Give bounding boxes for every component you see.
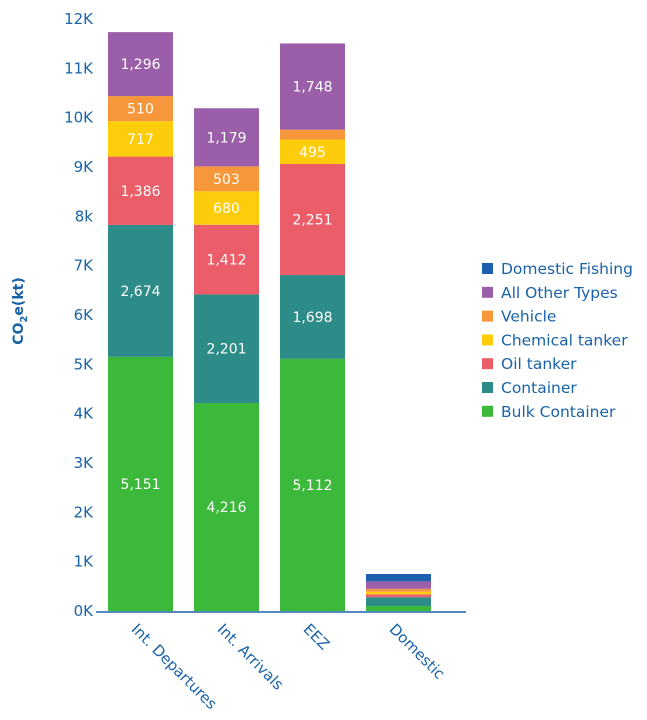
legend-label: Domestic Fishing [501, 260, 633, 278]
legend-item: Oil tanker [482, 355, 577, 373]
legend-item: Bulk Container [482, 403, 616, 421]
legend-swatch [482, 286, 493, 298]
y-tick-label: 3K [74, 454, 95, 472]
bar-segment [108, 356, 173, 611]
bar-segment [280, 358, 345, 611]
legend-label: Vehicle [501, 308, 556, 326]
bar-segment [194, 294, 259, 404]
data-label: 1,698 [292, 310, 332, 326]
legend-swatch [482, 310, 493, 322]
bar-segment [108, 32, 173, 97]
data-label: 1,179 [206, 130, 246, 146]
legend-item: Domestic Fishing [482, 260, 633, 278]
data-label: 1,748 [292, 80, 332, 96]
data-label: 1,386 [120, 184, 160, 200]
data-label: 5,112 [292, 478, 332, 494]
bar-segment [108, 156, 173, 225]
legend-item: Chemical tanker [482, 331, 628, 349]
bar-segment [280, 139, 345, 164]
data-label: 2,201 [206, 342, 246, 358]
bar-segment [366, 588, 431, 592]
bar-segment [108, 224, 173, 357]
data-label: 510 [127, 102, 154, 118]
data-label: 2,251 [292, 213, 332, 229]
x-category-label: Int. Departures [128, 620, 221, 713]
bar-segment [194, 191, 259, 225]
x-category-label: Int. Arrivals [214, 620, 288, 694]
bar-segment [366, 594, 431, 598]
y-tick-label: 10K [64, 109, 94, 127]
bar-segment [366, 581, 431, 589]
data-label: 717 [127, 132, 154, 148]
bar-segment [108, 96, 173, 122]
data-label: 5,151 [120, 477, 160, 493]
legend-label: Container [501, 379, 577, 397]
data-label: 495 [299, 145, 326, 161]
data-label: 1,296 [120, 57, 160, 73]
y-axis: 0K 1K 2K 3K 4K 5K 6K 7K 8k 9K 10K 11K 12K [64, 10, 94, 620]
legend-label: Chemical tanker [501, 331, 628, 349]
bar-segment [108, 121, 173, 157]
y-tick-label: 9K [74, 158, 95, 176]
y-tick-label: 4K [74, 405, 95, 423]
y-tick-label: 11K [64, 59, 94, 77]
data-label: 1,412 [206, 253, 246, 269]
legend-label: Oil tanker [501, 355, 577, 373]
data-label: 680 [213, 201, 240, 217]
bar-segment [366, 591, 431, 595]
bar-segment [280, 43, 345, 130]
legend-swatch [482, 382, 493, 393]
bars: 5,151 2,674 1,386 717 510 1,296 4,216 2,201 1,41… [108, 32, 431, 611]
data-label: 2,674 [120, 284, 160, 300]
y-tick-label: 6K [74, 306, 95, 324]
legend-label: Bulk Container [501, 403, 616, 421]
y-axis-label: CO2e(kt) [11, 277, 30, 344]
legend-item: Container [482, 379, 577, 397]
bar-segment [280, 275, 345, 359]
bar-segment [280, 163, 345, 276]
y-tick-label: 5K [74, 355, 95, 373]
y-tick-label: 12K [64, 10, 94, 28]
bar-segment [366, 606, 431, 611]
data-label: 503 [213, 172, 240, 188]
legend-swatch [482, 334, 493, 346]
data-label: 4,216 [206, 500, 246, 516]
legend-item: All Other Types [482, 284, 618, 302]
y-tick-label: 0K [74, 602, 95, 620]
bar-segment [366, 597, 431, 607]
y-tick-label: 7K [74, 257, 95, 275]
legend: Domestic Fishing All Other Types Vehicle Ch… [482, 260, 633, 421]
legend-swatch [482, 263, 493, 274]
x-category-label: Domestic [386, 620, 449, 683]
legend-swatch [482, 405, 493, 417]
legend-label: All Other Types [501, 284, 618, 302]
y-tick-label: 2K [74, 503, 95, 521]
legend-swatch [482, 358, 493, 370]
legend-item: Vehicle [482, 308, 556, 326]
bar-segment [366, 574, 431, 582]
y-tick-label: 1K [74, 553, 95, 571]
bar-segment [194, 224, 259, 295]
bar-segment [194, 403, 259, 611]
y-tick-label: 8k [75, 207, 94, 225]
bar-segment [280, 129, 345, 140]
bar-segment [194, 108, 259, 167]
bar-segment [194, 166, 259, 192]
x-category-label: EEZ [300, 620, 333, 653]
